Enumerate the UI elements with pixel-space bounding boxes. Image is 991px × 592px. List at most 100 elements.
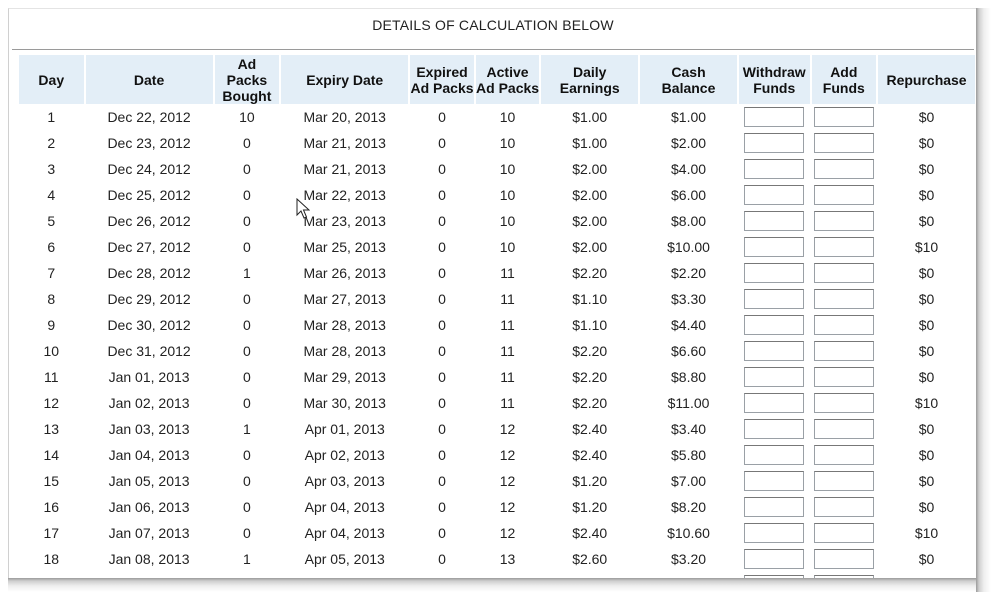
cell-active-ad-packs: 10 (499, 239, 516, 255)
cell-day: 2 (47, 135, 56, 151)
header-ad-packs-bought: Ad Packs Bought (214, 55, 280, 104)
cell-day: 14 (43, 447, 60, 463)
empty-cell (476, 572, 540, 578)
cell-day: 4 (47, 187, 56, 203)
cell-expiry-date: Apr 04, 2013 (304, 525, 385, 541)
cell-day: 18 (43, 551, 60, 567)
cell-repurchase: $0 (918, 213, 935, 229)
withdraw-funds-input[interactable] (744, 133, 805, 153)
cell-daily-earnings: $2.40 (572, 525, 608, 541)
cell-day: 12 (43, 395, 60, 411)
withdraw-funds-input-cell (739, 416, 810, 442)
add-funds-input[interactable] (813, 107, 874, 127)
withdraw-funds-input[interactable] (744, 289, 805, 309)
cell-expiry-date: Apr 02, 2013 (304, 447, 385, 463)
cell-expiry-date: Mar 26, 2013 (303, 265, 386, 281)
add-funds-input[interactable] (813, 393, 874, 413)
add-funds-input-cell (812, 260, 877, 286)
withdraw-funds-input[interactable] (744, 341, 805, 361)
cell-expired-ad-packs: 0 (438, 447, 446, 463)
cell-expired-ad-packs: 0 (438, 187, 446, 203)
withdraw-funds-input[interactable] (744, 263, 805, 283)
add-funds-input[interactable] (813, 315, 874, 335)
add-funds-input[interactable] (813, 523, 874, 543)
cell-cash-balance: $3.30 (671, 291, 707, 307)
empty-cell (812, 572, 877, 578)
add-funds-input-cell (812, 182, 877, 208)
cell-repurchase: $0 (918, 265, 935, 281)
withdraw-funds-input[interactable] (744, 393, 805, 413)
withdraw-funds-input[interactable] (744, 419, 805, 439)
cell-active-ad-packs: 12 (499, 421, 516, 437)
add-funds-input[interactable] (813, 575, 874, 578)
cell-day: 10 (43, 343, 60, 359)
withdraw-funds-input[interactable] (744, 471, 805, 491)
withdraw-funds-input-cell (739, 260, 810, 286)
cell-daily-earnings: $2.20 (572, 395, 608, 411)
add-funds-input[interactable] (813, 419, 874, 439)
withdraw-funds-input-cell (739, 494, 810, 520)
cell-ad-packs-bought: 1 (243, 421, 251, 437)
add-funds-input[interactable] (813, 341, 874, 361)
add-funds-input[interactable] (813, 237, 874, 257)
withdraw-funds-input[interactable] (744, 211, 805, 231)
add-funds-input[interactable] (813, 497, 874, 517)
cell-repurchase: $0 (918, 421, 935, 437)
cell-expiry-date: Mar 22, 2013 (303, 187, 386, 203)
cell-repurchase: $0 (918, 317, 935, 333)
add-funds-input[interactable] (813, 549, 874, 569)
cell-ad-packs-bought: 10 (239, 109, 255, 125)
cell-active-ad-packs: 11 (500, 395, 515, 411)
add-funds-input[interactable] (813, 185, 874, 205)
cell-date: Dec 23, 2012 (107, 135, 191, 151)
cell-active-ad-packs: 11 (500, 369, 515, 385)
add-funds-input[interactable] (813, 263, 874, 283)
add-funds-input[interactable] (813, 445, 874, 465)
add-funds-input[interactable] (813, 211, 874, 231)
withdraw-funds-input[interactable] (744, 445, 805, 465)
cell-repurchase: $0 (918, 499, 935, 515)
add-funds-input[interactable] (813, 133, 874, 153)
table-row (19, 572, 975, 578)
cell-ad-packs-bought: 1 (243, 551, 251, 567)
cell-expiry-date: Mar 21, 2013 (303, 135, 386, 151)
table-row: 18 Jan 08, 2013 1 Apr 05, 2013 0 13 $2.60 $3.20… (19, 546, 975, 572)
withdraw-funds-input[interactable] (744, 185, 805, 205)
withdraw-funds-input[interactable] (744, 107, 805, 127)
withdraw-funds-input[interactable] (744, 523, 805, 543)
withdraw-funds-input[interactable] (744, 497, 805, 517)
calculation-panel: DETAILS OF CALCULATION BELOW Day Date Ad… (8, 8, 976, 578)
header-expired-ad-packs: Expired Ad Packs (410, 55, 474, 104)
cell-daily-earnings: $2.20 (572, 265, 608, 281)
cell-ad-packs-bought: 0 (243, 317, 251, 333)
withdraw-funds-input[interactable] (744, 237, 805, 257)
cell-repurchase: $0 (918, 447, 935, 463)
withdraw-funds-input[interactable] (744, 575, 805, 578)
cell-expired-ad-packs: 0 (438, 265, 446, 281)
add-funds-input[interactable] (813, 159, 874, 179)
withdraw-funds-input[interactable] (744, 159, 805, 179)
add-funds-input-cell (812, 364, 877, 390)
add-funds-input[interactable] (813, 471, 874, 491)
table-row: 7 Dec 28, 2012 1 Mar 26, 2013 0 11 $2.20 $2.20 $… (19, 260, 975, 286)
cell-expiry-date: Mar 28, 2013 (303, 317, 386, 333)
withdraw-funds-input[interactable] (744, 315, 805, 335)
cell-cash-balance: $6.60 (671, 343, 707, 359)
cell-expiry-date: Mar 20, 2013 (303, 109, 386, 125)
cell-cash-balance: $3.40 (671, 421, 707, 437)
cell-expired-ad-packs: 0 (438, 395, 446, 411)
empty-cell (410, 572, 474, 578)
add-funds-input[interactable] (813, 289, 874, 309)
withdraw-funds-input[interactable] (744, 549, 805, 569)
mouse-pointer-icon (296, 198, 310, 219)
add-funds-input-cell (812, 130, 877, 156)
cell-active-ad-packs: 10 (499, 213, 516, 229)
table-row: 4 Dec 25, 2012 0 Mar 22, 2013 0 10 $2.00 $6.00 $… (19, 182, 975, 208)
cell-expired-ad-packs: 0 (438, 421, 446, 437)
table-row: 8 Dec 29, 2012 0 Mar 27, 2013 0 11 $1.10 $3.30 $… (19, 286, 975, 312)
withdraw-funds-input[interactable] (744, 367, 805, 387)
cell-day: 16 (43, 499, 60, 515)
cell-expiry-date: Mar 21, 2013 (303, 161, 386, 177)
add-funds-input[interactable] (813, 367, 874, 387)
cell-daily-earnings: $1.10 (572, 317, 608, 333)
